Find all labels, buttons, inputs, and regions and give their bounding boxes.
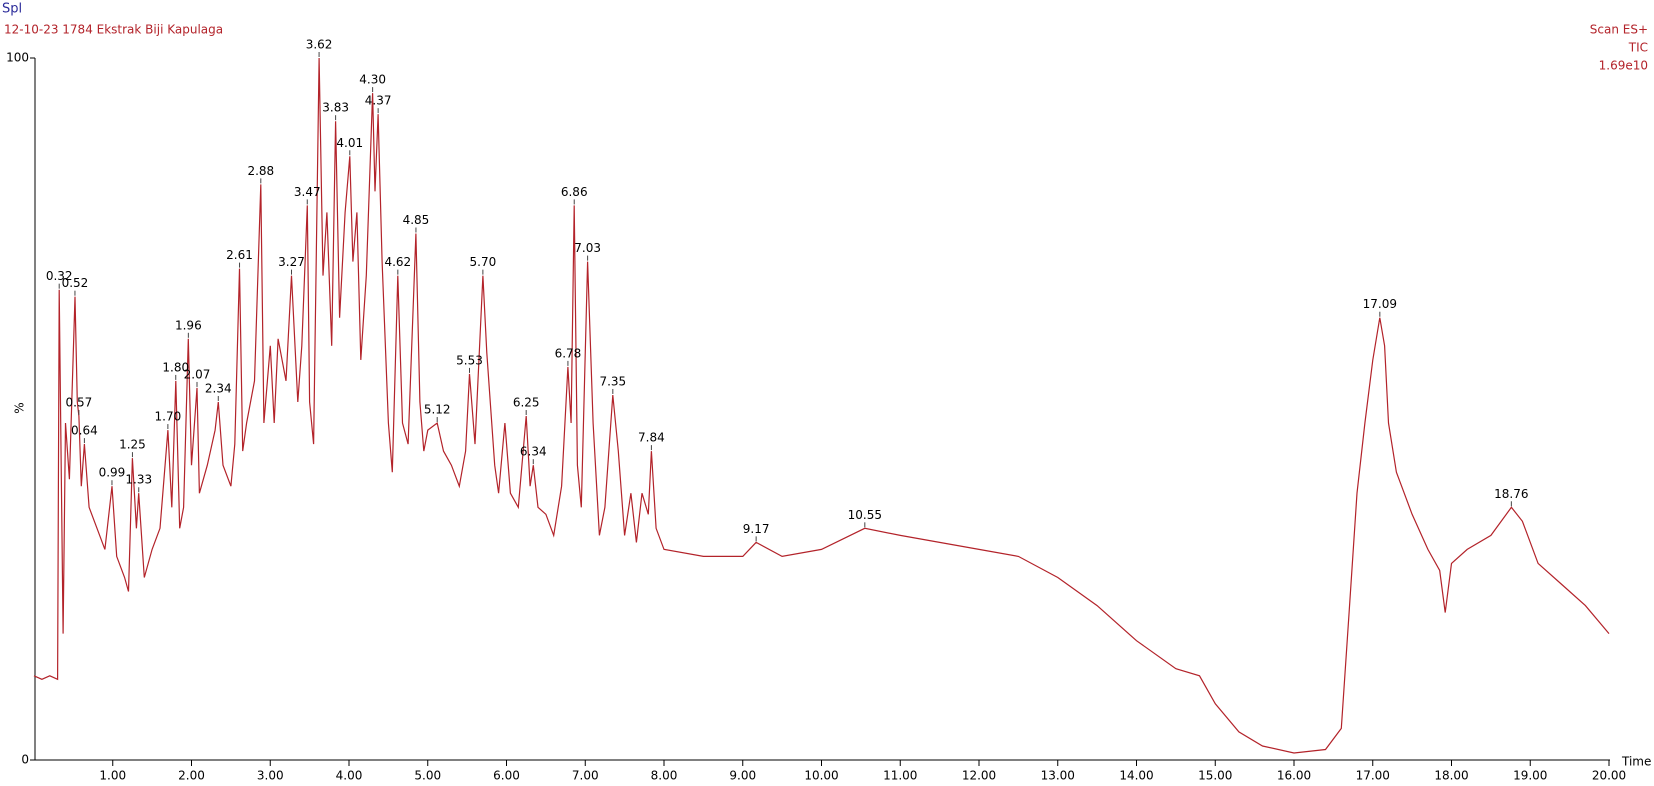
peak-label: 6.25 (513, 396, 540, 410)
x-tick-label: 2.00 (178, 769, 205, 783)
x-tick-label: 9.00 (729, 769, 756, 783)
peak-label: 10.55 (848, 508, 882, 522)
peak-label: 3.83 (322, 101, 349, 115)
x-tick-label: 11.00 (883, 769, 917, 783)
peak-label: 0.57 (66, 396, 93, 410)
x-tick-label: 12.00 (962, 769, 996, 783)
x-tick-label: 3.00 (257, 769, 284, 783)
x-tick-label: 17.00 (1356, 769, 1390, 783)
scan-info: 1.69e10 (1599, 59, 1648, 73)
peak-label: 7.35 (599, 374, 626, 388)
chart-title: 12-10-23 1784 Ekstrak Biji Kapulaga (4, 23, 223, 37)
x-tick-label: 15.00 (1198, 769, 1232, 783)
scan-info: Scan ES+ (1590, 23, 1648, 37)
scan-info: TIC (1628, 41, 1648, 55)
peak-label: 1.25 (119, 438, 146, 452)
peak-label: 1.96 (175, 318, 202, 332)
x-tick-label: 16.00 (1277, 769, 1311, 783)
peak-label: 0.99 (99, 466, 126, 480)
x-tick-label: 4.00 (336, 769, 363, 783)
peak-label: 6.86 (561, 185, 588, 199)
peak-label: 2.61 (226, 248, 253, 262)
peak-label: 4.30 (359, 73, 386, 87)
x-tick-label: 8.00 (651, 769, 678, 783)
peak-label: 4.85 (403, 213, 430, 227)
peak-label: 0.32 (46, 269, 73, 283)
peak-label: 2.07 (184, 367, 211, 381)
x-tick-label: 7.00 (572, 769, 599, 783)
peak-label: 7.84 (638, 431, 665, 445)
x-tick-label: 18.00 (1434, 769, 1468, 783)
peak-label: 3.47 (294, 185, 321, 199)
peak-label: 6.34 (520, 445, 547, 459)
peak-label: 1.70 (155, 410, 182, 424)
peak-label: 6.78 (555, 346, 582, 360)
x-tick-label: 20.00 (1592, 769, 1626, 783)
peak-label: 5.53 (456, 353, 483, 367)
peak-label: 17.09 (1363, 297, 1397, 311)
peak-label: 2.88 (247, 164, 274, 178)
peak-label: 0.64 (71, 424, 98, 438)
peak-label: 4.62 (384, 255, 411, 269)
x-tick-label: 1.00 (99, 769, 126, 783)
peak-label: 5.70 (470, 255, 497, 269)
peak-label: 2.34 (205, 381, 232, 395)
x-tick-label: 6.00 (493, 769, 520, 783)
x-tick-label: 5.00 (414, 769, 441, 783)
y-tick-label: 0 (21, 753, 29, 767)
peak-label: 1.33 (125, 473, 152, 487)
peak-label: 4.01 (336, 136, 363, 150)
corner-label: Spl (2, 2, 22, 17)
trace (33, 57, 1610, 754)
x-tick-label: 10.00 (804, 769, 838, 783)
y-tick-label: 100 (6, 51, 29, 65)
x-tick-label: 13.00 (1041, 769, 1075, 783)
y-axis-label: % (13, 402, 27, 413)
peak-label: 5.12 (424, 403, 451, 417)
peak-label: 3.62 (306, 38, 333, 52)
peak-label: 9.17 (743, 522, 770, 536)
peak-label: 7.03 (574, 241, 601, 255)
x-axis-label: Time (1621, 755, 1651, 769)
peak-label: 4.37 (365, 94, 392, 108)
x-tick-label: 14.00 (1119, 769, 1153, 783)
peak-label: 18.76 (1494, 487, 1528, 501)
peak-label: 1.80 (162, 360, 189, 374)
peak-label: 0.52 (62, 276, 89, 290)
x-tick-label: 19.00 (1513, 769, 1547, 783)
peak-label: 3.27 (278, 255, 305, 269)
